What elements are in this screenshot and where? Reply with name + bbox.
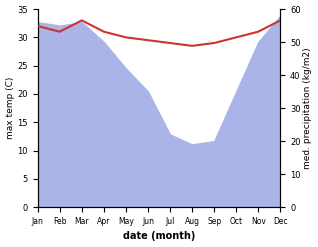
Y-axis label: med. precipitation (kg/m2): med. precipitation (kg/m2) xyxy=(303,47,313,169)
Y-axis label: max temp (C): max temp (C) xyxy=(5,77,15,139)
X-axis label: date (month): date (month) xyxy=(123,231,195,242)
